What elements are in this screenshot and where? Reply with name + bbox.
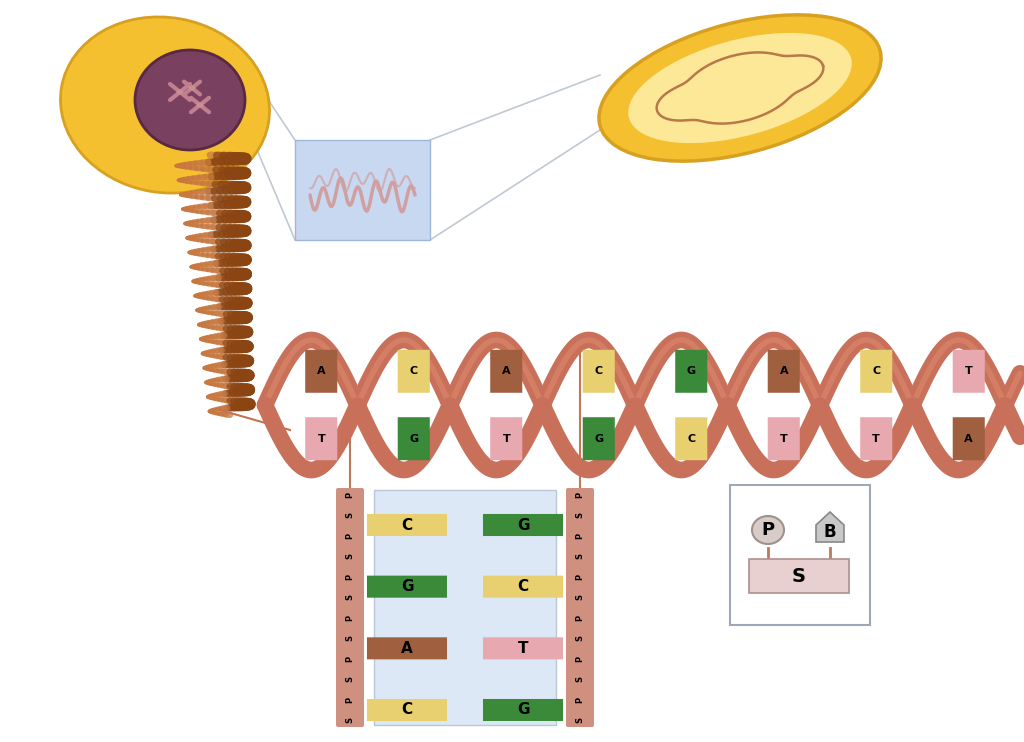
FancyBboxPatch shape	[295, 140, 430, 240]
Ellipse shape	[176, 90, 183, 94]
FancyBboxPatch shape	[483, 637, 563, 660]
Text: C: C	[401, 517, 413, 533]
Text: P: P	[345, 656, 354, 662]
Text: G: G	[517, 517, 529, 533]
Ellipse shape	[135, 50, 245, 150]
Text: P: P	[575, 697, 585, 703]
Polygon shape	[816, 512, 844, 542]
Text: A: A	[401, 641, 413, 656]
FancyBboxPatch shape	[952, 417, 985, 460]
FancyBboxPatch shape	[566, 488, 594, 727]
Text: S: S	[575, 513, 585, 519]
FancyBboxPatch shape	[768, 417, 800, 460]
FancyBboxPatch shape	[483, 699, 563, 721]
Text: S: S	[345, 676, 354, 682]
FancyBboxPatch shape	[374, 490, 556, 725]
Text: T: T	[872, 434, 880, 444]
Text: P: P	[345, 533, 354, 539]
Ellipse shape	[60, 17, 269, 193]
FancyBboxPatch shape	[749, 559, 849, 593]
Ellipse shape	[599, 15, 881, 161]
FancyBboxPatch shape	[860, 417, 892, 460]
FancyBboxPatch shape	[367, 576, 447, 598]
Text: P: P	[575, 614, 585, 621]
Text: P: P	[762, 521, 774, 539]
FancyBboxPatch shape	[730, 485, 870, 625]
Ellipse shape	[629, 33, 852, 143]
Text: S: S	[345, 594, 354, 600]
Text: G: G	[594, 434, 603, 444]
FancyBboxPatch shape	[367, 637, 447, 660]
Text: G: G	[410, 434, 419, 444]
Text: C: C	[410, 367, 418, 376]
Text: P: P	[345, 697, 354, 703]
Text: S: S	[575, 554, 585, 559]
FancyBboxPatch shape	[490, 417, 522, 460]
FancyBboxPatch shape	[675, 417, 708, 460]
Text: A: A	[779, 367, 788, 376]
Text: S: S	[575, 635, 585, 641]
FancyBboxPatch shape	[305, 349, 337, 393]
FancyBboxPatch shape	[336, 488, 364, 727]
FancyBboxPatch shape	[397, 417, 430, 460]
Text: P: P	[345, 614, 354, 621]
Text: C: C	[517, 580, 528, 594]
Text: G: G	[687, 367, 696, 376]
Text: G: G	[400, 580, 414, 594]
Text: G: G	[517, 703, 529, 718]
Text: S: S	[575, 594, 585, 600]
Text: T: T	[965, 367, 973, 376]
Text: T: T	[518, 641, 528, 656]
Text: A: A	[317, 367, 326, 376]
Text: S: S	[345, 554, 354, 559]
FancyBboxPatch shape	[952, 349, 985, 393]
Text: P: P	[575, 656, 585, 662]
Text: B: B	[823, 523, 837, 541]
Text: S: S	[345, 717, 354, 723]
FancyBboxPatch shape	[675, 349, 708, 393]
FancyBboxPatch shape	[367, 514, 447, 536]
Text: S: S	[575, 676, 585, 682]
FancyBboxPatch shape	[483, 576, 563, 598]
Ellipse shape	[197, 102, 204, 108]
Text: T: T	[503, 434, 510, 444]
Text: C: C	[872, 367, 881, 376]
Text: P: P	[345, 492, 354, 498]
Text: S: S	[575, 717, 585, 723]
Ellipse shape	[752, 516, 784, 544]
Text: C: C	[687, 434, 695, 444]
FancyBboxPatch shape	[583, 417, 614, 460]
Text: C: C	[401, 703, 413, 718]
Text: T: T	[317, 434, 326, 444]
FancyBboxPatch shape	[483, 514, 563, 536]
FancyBboxPatch shape	[490, 349, 522, 393]
Text: P: P	[575, 574, 585, 580]
FancyBboxPatch shape	[305, 417, 337, 460]
FancyBboxPatch shape	[768, 349, 800, 393]
FancyBboxPatch shape	[367, 699, 447, 721]
Text: P: P	[575, 492, 585, 498]
Text: A: A	[965, 434, 973, 444]
Text: P: P	[575, 533, 585, 539]
Text: S: S	[792, 566, 806, 585]
Text: A: A	[502, 367, 511, 376]
Text: S: S	[345, 635, 354, 641]
FancyBboxPatch shape	[860, 349, 892, 393]
Text: C: C	[595, 367, 603, 376]
Text: T: T	[780, 434, 787, 444]
Text: S: S	[345, 513, 354, 519]
FancyBboxPatch shape	[583, 349, 614, 393]
FancyBboxPatch shape	[397, 349, 430, 393]
Ellipse shape	[188, 85, 196, 91]
Text: P: P	[345, 574, 354, 580]
